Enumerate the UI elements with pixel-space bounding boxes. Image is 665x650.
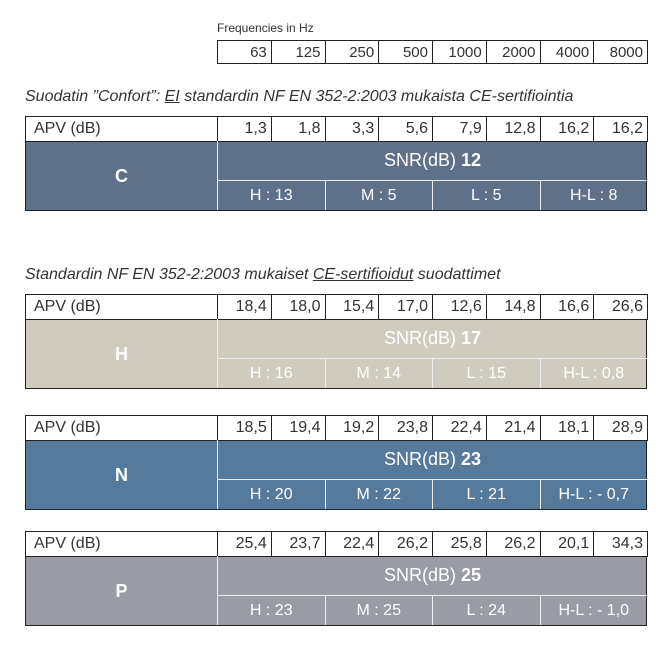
snr-cell: SNR(dB) 25 xyxy=(217,556,647,596)
rating: H : 23 xyxy=(217,596,325,625)
snr-label: SNR(dB) xyxy=(383,328,456,348)
frequency: 250 xyxy=(324,40,380,64)
apv-value: 15,4 xyxy=(324,294,380,320)
apv-value: 26,6 xyxy=(593,294,648,320)
apv-value: 17,0 xyxy=(378,294,433,320)
rating: M : 5 xyxy=(324,181,433,210)
frequency: 1000 xyxy=(432,40,487,64)
frequency: 125 xyxy=(270,40,326,64)
snr-cell: SNR(dB) 23 xyxy=(217,440,647,480)
caption-text: Standardin NF EN 352-2:2003 mukaiset xyxy=(25,266,313,283)
apv-value: 19,4 xyxy=(270,415,326,441)
rating: H : 20 xyxy=(217,480,325,509)
caption-text: Suodatin ”Confort”: xyxy=(25,88,165,105)
apv-value: 18,1 xyxy=(539,415,595,441)
snr-value: 17 xyxy=(461,328,482,348)
class-block xyxy=(25,141,647,211)
row-label: APV (dB) xyxy=(25,415,218,441)
frequency: 4000 xyxy=(539,40,595,64)
rating: M : 22 xyxy=(324,480,433,509)
apv-value: 18,5 xyxy=(217,415,272,441)
caption-underlined: CE-sertifioidut xyxy=(312,266,414,283)
frequency: 8000 xyxy=(593,40,648,64)
apv-value: 25,8 xyxy=(432,531,487,557)
rating: H : 13 xyxy=(217,181,325,210)
apv-value: 28,9 xyxy=(593,415,648,441)
apv-value: 23,7 xyxy=(270,531,326,557)
apv-value: 1,8 xyxy=(270,116,326,142)
snr-cell: SNR(dB) 17 xyxy=(217,319,647,359)
caption: Standardin NF EN 352-2:2003 mukaiset CE-… xyxy=(25,266,501,284)
class-label: H xyxy=(115,343,128,364)
apv-value: 26,2 xyxy=(485,531,541,557)
apv-value: 16,2 xyxy=(593,116,648,142)
apv-value: 3,3 xyxy=(324,116,380,142)
rating: H-L : 0,8 xyxy=(539,359,648,388)
row-label: APV (dB) xyxy=(25,116,218,142)
rating: H-L : - 0,7 xyxy=(539,480,648,509)
apv-value: 16,6 xyxy=(539,294,595,320)
snr-label: SNR(dB) xyxy=(383,449,456,469)
apv-value: 22,4 xyxy=(324,531,380,557)
frequencies-label: Frequencies in Hz xyxy=(217,21,314,35)
frequency: 2000 xyxy=(485,40,541,64)
rating: H-L : 8 xyxy=(539,181,648,210)
snr-value: 12 xyxy=(461,150,482,170)
rating: L : 24 xyxy=(432,596,540,625)
apv-value: 12,6 xyxy=(432,294,487,320)
class-block xyxy=(25,440,647,510)
apv-value: 7,9 xyxy=(432,116,487,142)
apv-value: 34,3 xyxy=(593,531,648,557)
rating: L : 15 xyxy=(432,359,540,388)
caption: Suodatin ”Confort”: EI standardin NF EN … xyxy=(25,88,573,106)
caption-text: suodattimet xyxy=(413,266,501,283)
class-block xyxy=(25,556,647,626)
apv-value: 12,8 xyxy=(485,116,541,142)
snr-label: SNR(dB) xyxy=(383,565,456,585)
class-label: N xyxy=(115,464,128,485)
rating: L : 21 xyxy=(432,480,540,509)
rating: M : 14 xyxy=(324,359,433,388)
apv-value: 18,0 xyxy=(270,294,326,320)
class-label: P xyxy=(115,580,128,601)
row-label: APV (dB) xyxy=(25,531,218,557)
rating: L : 5 xyxy=(432,181,540,210)
apv-value: 25,4 xyxy=(217,531,272,557)
rating: M : 25 xyxy=(324,596,433,625)
class-label: C xyxy=(115,165,128,186)
frequency: 500 xyxy=(378,40,433,64)
caption-underlined: EI xyxy=(164,88,180,105)
apv-value: 19,2 xyxy=(324,415,380,441)
apv-value: 16,2 xyxy=(539,116,595,142)
apv-value: 22,4 xyxy=(432,415,487,441)
apv-value: 21,4 xyxy=(485,415,541,441)
snr-label: SNR(dB) xyxy=(383,150,456,170)
apv-value: 23,8 xyxy=(378,415,433,441)
apv-value: 20,1 xyxy=(539,531,595,557)
row-label: APV (dB) xyxy=(25,294,218,320)
class-block xyxy=(25,319,647,389)
rating: H-L : - 1,0 xyxy=(539,596,648,625)
snr-value: 23 xyxy=(461,449,482,469)
rating: H : 16 xyxy=(217,359,325,388)
snr-cell: SNR(dB) 12 xyxy=(217,141,647,181)
snr-value: 25 xyxy=(461,565,482,585)
apv-value: 5,6 xyxy=(378,116,433,142)
frequency: 63 xyxy=(217,40,272,64)
apv-value: 26,2 xyxy=(378,531,433,557)
apv-value: 18,4 xyxy=(217,294,272,320)
caption-text: standardin NF EN 352-2:2003 mukaista CE-… xyxy=(179,88,574,105)
apv-value: 1,3 xyxy=(217,116,272,142)
apv-value: 14,8 xyxy=(485,294,541,320)
